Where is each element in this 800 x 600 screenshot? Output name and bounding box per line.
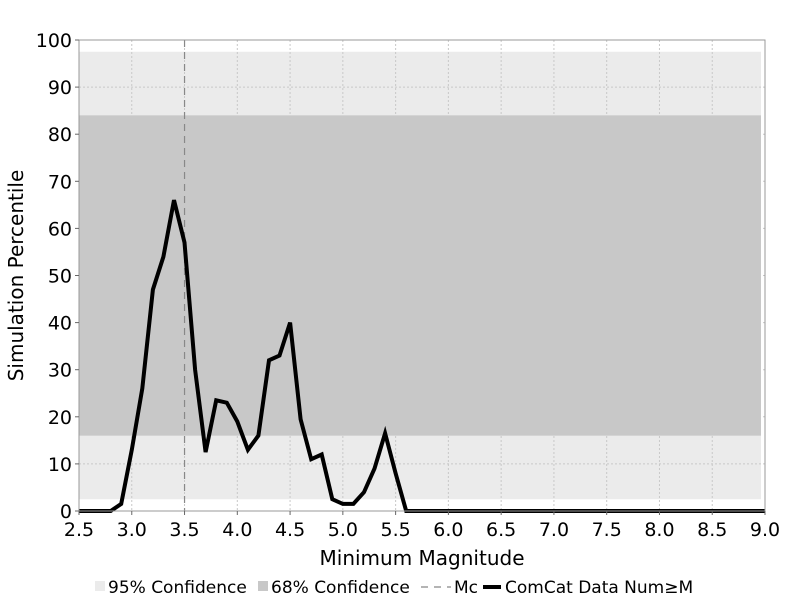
x-tick-label: 8.5 bbox=[697, 519, 727, 541]
legend-label: 95% Confidence bbox=[108, 578, 247, 598]
x-tick-label: 7.0 bbox=[539, 519, 569, 541]
legend-swatch bbox=[95, 581, 105, 591]
x-tick-label: 3.0 bbox=[117, 519, 147, 541]
legend-swatch bbox=[258, 581, 268, 591]
x-tick-label: 4.0 bbox=[222, 519, 252, 541]
x-axis-title: Minimum Magnitude bbox=[320, 546, 525, 570]
x-tick-label: 2.5 bbox=[64, 519, 94, 541]
y-tick-labels: 0 10 20 30 40 50 60 70 80 90 100 bbox=[36, 30, 79, 523]
y-tick-label: 40 bbox=[48, 313, 72, 335]
legend: 95% Confidence 68% Confidence Mc ComCat Dat… bbox=[95, 578, 693, 598]
x-tick-label: 8.0 bbox=[644, 519, 674, 541]
y-tick-label: 20 bbox=[48, 407, 72, 429]
x-tick-label: 6.0 bbox=[433, 519, 463, 541]
x-tick-label: 5.0 bbox=[328, 519, 358, 541]
x-tick-labels: 2.5 3.0 3.5 4.0 4.5 5.0 5.5 6.0 6.5 7.0 7.5 8.0 8.5 9… bbox=[64, 511, 780, 541]
x-tick-label: 4.5 bbox=[275, 519, 305, 541]
y-tick-label: 70 bbox=[48, 171, 72, 193]
legend-label: ComCat Data Num≥M bbox=[505, 578, 693, 598]
x-tick-label: 5.5 bbox=[381, 519, 411, 541]
y-tick-label: 80 bbox=[48, 124, 72, 146]
y-tick-label: 30 bbox=[48, 360, 72, 382]
y-tick-label: 90 bbox=[48, 77, 72, 99]
y-tick-label: 100 bbox=[36, 30, 72, 52]
legend-label: Mc bbox=[454, 578, 478, 598]
x-tick-label: 7.5 bbox=[592, 519, 622, 541]
x-tick-label: 6.5 bbox=[486, 519, 516, 541]
x-tick-label: 3.5 bbox=[169, 519, 199, 541]
y-axis-title: Simulation Percentile bbox=[4, 170, 28, 382]
y-tick-label: 50 bbox=[48, 266, 72, 288]
x-tick-label: 9.0 bbox=[750, 519, 780, 541]
legend-label: 68% Confidence bbox=[271, 578, 410, 598]
y-tick-label: 10 bbox=[48, 454, 72, 476]
y-tick-label: 60 bbox=[48, 218, 72, 240]
y-tick-label: 0 bbox=[60, 501, 72, 523]
grid bbox=[79, 40, 765, 511]
